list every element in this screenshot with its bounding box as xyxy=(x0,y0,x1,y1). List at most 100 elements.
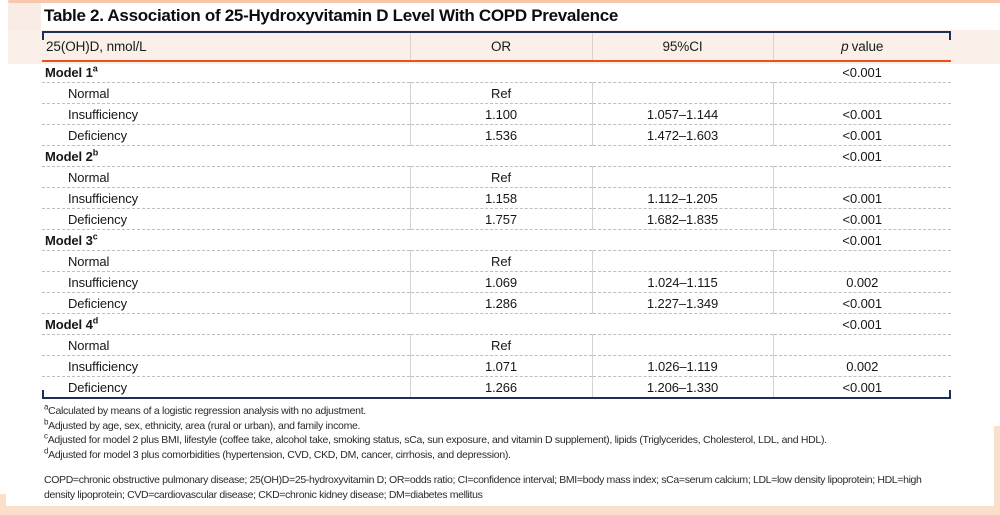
cell-category: Deficiency xyxy=(42,124,410,146)
model-label: Model 4 xyxy=(45,316,93,332)
cell-or: 1.286 xyxy=(409,292,592,314)
footnote-marker: a xyxy=(44,402,49,412)
table-row: Normal Ref xyxy=(42,82,951,104)
cell-or: 1.069 xyxy=(409,271,592,293)
frame-right-strip xyxy=(994,426,1000,515)
cell-ci: 1.206–1.330 xyxy=(591,376,773,397)
table-row: Insufficiency 1.100 1.057–1.144 <0.001 xyxy=(42,103,951,125)
column-header-or: OR xyxy=(409,33,592,62)
cell-pvalue: 0.002 xyxy=(772,271,951,293)
cell-or: 1.158 xyxy=(409,187,592,209)
table-row-model-4: Model 4d <0.001 xyxy=(42,313,951,335)
pvalue-italic-p: p xyxy=(841,39,849,54)
cell-ci: 1.112–1.205 xyxy=(591,187,773,209)
cell-pvalue: <0.001 xyxy=(773,313,951,335)
cell-pvalue: <0.001 xyxy=(772,124,951,146)
model-footnote-marker: d xyxy=(92,315,99,326)
footnote-b: bAdjusted by age, sex, ethnicity, area (… xyxy=(44,418,959,434)
cell-or: 1.757 xyxy=(409,208,592,230)
model-footnote-marker: b xyxy=(92,147,99,158)
model-footnote-marker: a xyxy=(92,63,98,74)
cell-ci: 1.026–1.119 xyxy=(591,355,773,377)
data-table: 25(OH)D, nmol/L OR 95%CI p value Model 1a… xyxy=(42,31,951,399)
cell-category: Insufficiency xyxy=(42,355,410,377)
table-row: Normal Ref xyxy=(42,250,951,272)
cell-pvalue: <0.001 xyxy=(773,229,951,251)
cell-ci xyxy=(591,82,773,104)
footnote-text: Adjusted for model 2 plus BMI, lifestyle… xyxy=(47,434,827,447)
cell-ci: 1.024–1.115 xyxy=(591,271,773,293)
cell-ci: 1.227–1.349 xyxy=(591,292,773,314)
cell-or: 1.266 xyxy=(409,376,592,397)
cell-category: Deficiency xyxy=(68,379,127,395)
footnote-marker: d xyxy=(44,446,49,456)
table-row: Deficiency 1.536 1.472–1.603 <0.001 xyxy=(42,124,951,146)
cell-pvalue: <0.001 xyxy=(772,292,951,314)
table-row-model-1: Model 1a <0.001 xyxy=(42,61,951,83)
footnotes: aCalculated by means of a logistic regre… xyxy=(44,402,959,463)
cell-pvalue xyxy=(772,82,951,104)
cell-pvalue: 0.002 xyxy=(772,355,951,377)
cell-ci xyxy=(591,250,773,272)
cell-or: Ref xyxy=(409,334,592,356)
column-header-ci: 95%CI xyxy=(591,33,773,62)
cell-ci xyxy=(591,166,773,188)
cell-or: 1.536 xyxy=(409,124,592,146)
cell-pvalue xyxy=(772,250,951,272)
pvalue-rest: value xyxy=(851,39,884,54)
model-label: Model 3 xyxy=(45,232,93,248)
table-row: Normal Ref xyxy=(42,334,951,356)
table-top-rule xyxy=(42,31,951,40)
footnote-d: dAdjusted for model 3 plus comorbidities… xyxy=(44,446,959,463)
cell-ci xyxy=(591,334,773,356)
cell-pvalue: <0.001 xyxy=(772,103,951,125)
table-row: Deficiency 1.266 1.206–1.330 <0.001 xyxy=(42,376,951,397)
cell-pvalue xyxy=(772,334,951,356)
cell-or: 1.071 xyxy=(409,355,592,377)
cell-category: Insufficiency xyxy=(42,103,410,125)
table-row: Deficiency 1.286 1.227–1.349 <0.001 xyxy=(42,292,951,314)
table-row-model-2: Model 2b <0.001 xyxy=(42,145,951,167)
cell-category: Normal xyxy=(42,166,410,188)
cell-ci: 1.682–1.835 xyxy=(591,208,773,230)
cell-category: Normal xyxy=(42,334,410,356)
model-footnote-marker: c xyxy=(92,231,98,242)
table-row: Normal Ref xyxy=(42,166,951,188)
cell-pvalue: <0.001 xyxy=(773,61,951,83)
table-title: Table 2. Association of 25-Hydroxyvitami… xyxy=(44,6,619,25)
results-table: 25(OH)D, nmol/L OR 95%CI p value Model 1a… xyxy=(42,33,951,397)
table-row: Insufficiency 1.069 1.024–1.115 0.002 xyxy=(42,271,951,293)
frame-bottom-bar xyxy=(0,506,1000,515)
footnote-c: cAdjusted for model 2 plus BMI, lifestyl… xyxy=(44,431,959,448)
cell-category: Normal xyxy=(42,82,410,104)
frame-bottom-left-strip xyxy=(0,494,6,515)
table-bottom-rule xyxy=(42,390,951,399)
cell-category: Deficiency xyxy=(42,208,410,230)
cell-category: Insufficiency xyxy=(42,271,410,293)
table-row: Insufficiency 1.158 1.112–1.205 <0.001 xyxy=(42,187,951,209)
cell-pvalue: <0.001 xyxy=(773,145,951,167)
footnote-text: Adjusted for model 3 plus comorbidities … xyxy=(48,448,511,461)
cell-ci: 1.057–1.144 xyxy=(591,103,773,125)
model-label: Model 1 xyxy=(45,64,93,80)
model-label: Model 2 xyxy=(45,148,93,164)
table-row: Deficiency 1.757 1.682–1.835 <0.001 xyxy=(42,208,951,230)
footnote-text: Adjusted by age, sex, ethnicity, area (r… xyxy=(48,419,361,432)
table-row: Insufficiency 1.071 1.026–1.119 0.002 xyxy=(42,355,951,377)
cell-category: Deficiency xyxy=(42,292,410,314)
column-header-pvalue: p value xyxy=(772,33,951,62)
cell-pvalue: <0.001 xyxy=(772,208,951,230)
frame-top-bar xyxy=(8,0,1000,3)
cell-category: Insufficiency xyxy=(42,187,410,209)
cell-pvalue: <0.001 xyxy=(772,376,951,397)
footnote-text: Calculated by means of a logistic regres… xyxy=(48,405,366,417)
table-row-model-3: Model 3c <0.001 xyxy=(42,229,951,251)
cell-pvalue xyxy=(772,166,951,188)
column-header-category: 25(OH)D, nmol/L xyxy=(42,33,410,62)
footnote-a: aCalculated by means of a logistic regre… xyxy=(44,402,959,419)
footnote-marker: c xyxy=(44,431,48,441)
cell-or: Ref xyxy=(409,166,592,188)
cell-or: Ref xyxy=(409,250,592,272)
cell-or: Ref xyxy=(409,82,592,104)
header-row: 25(OH)D, nmol/L OR 95%CI p value xyxy=(42,33,951,62)
